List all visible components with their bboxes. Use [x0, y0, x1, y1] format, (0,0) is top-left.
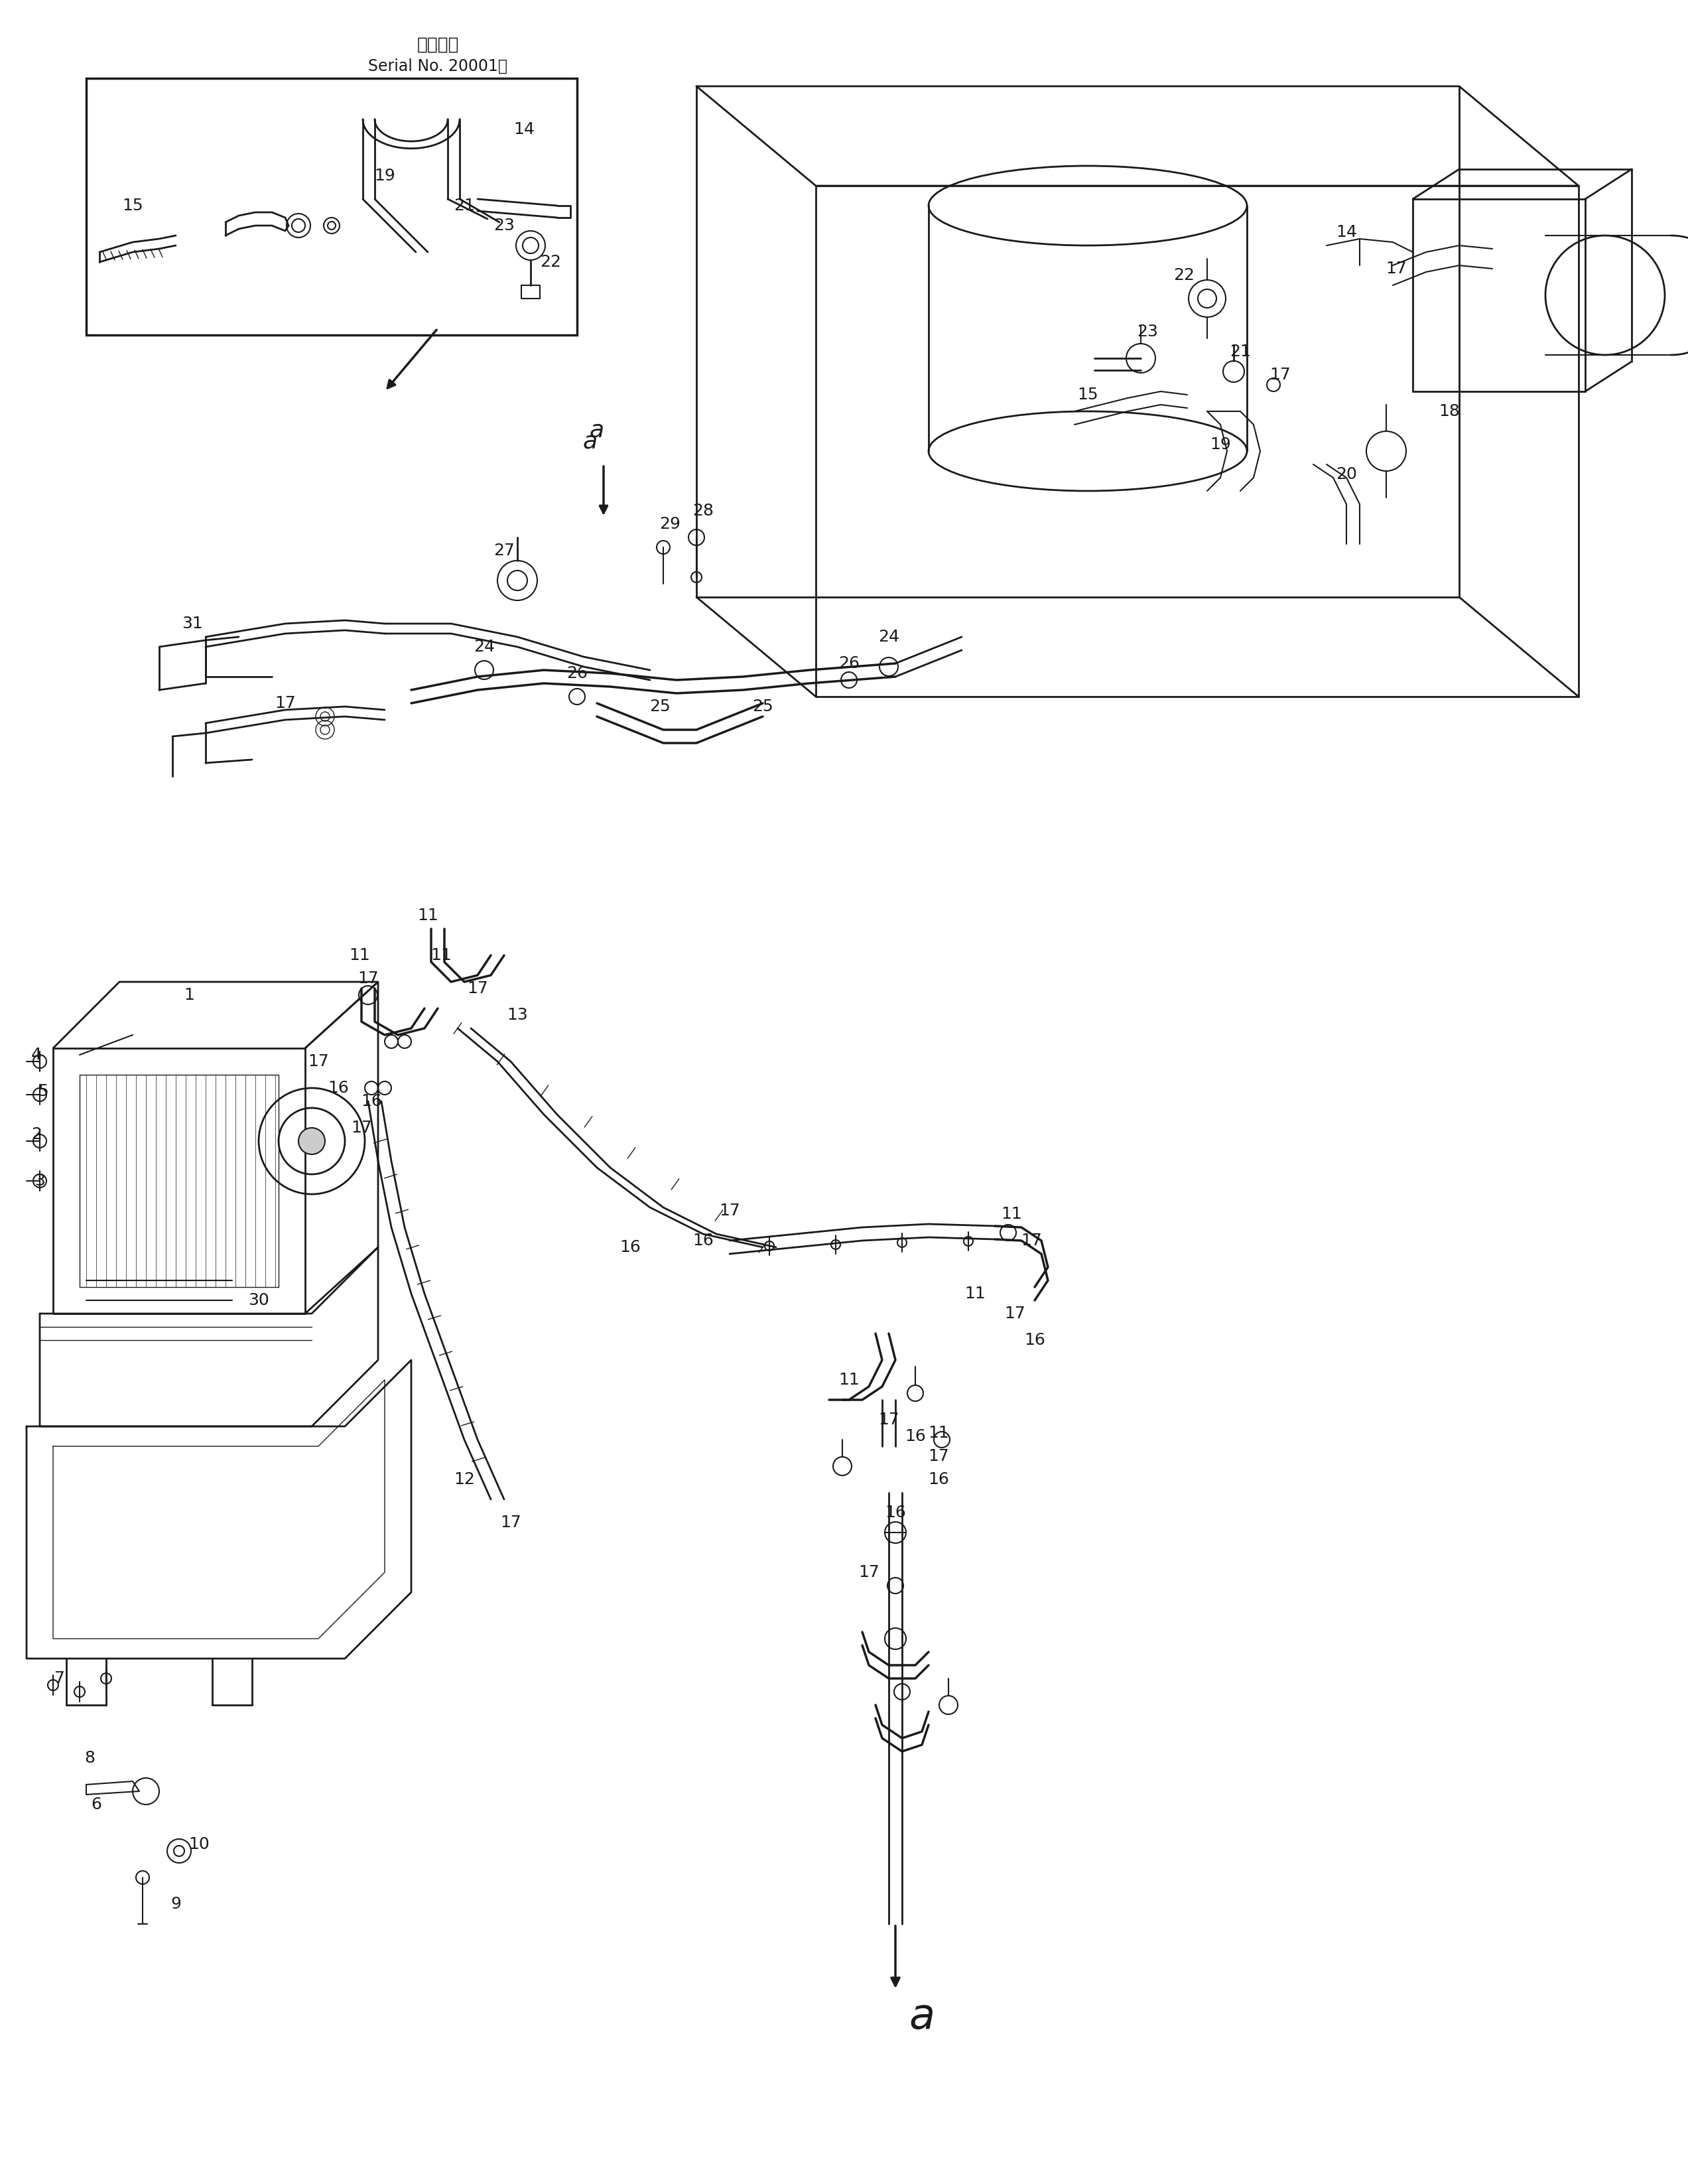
- Text: 10: 10: [189, 1837, 209, 1852]
- Text: 12: 12: [454, 1472, 474, 1487]
- Text: 20: 20: [1335, 467, 1357, 483]
- Text: 15: 15: [122, 199, 143, 214]
- Text: 13: 13: [506, 1007, 528, 1022]
- Text: 11: 11: [1001, 1206, 1021, 1223]
- Text: 21: 21: [454, 199, 474, 214]
- Text: 17: 17: [858, 1564, 879, 1581]
- Text: 29: 29: [660, 515, 680, 533]
- Text: a: a: [582, 430, 598, 452]
- Text: 16: 16: [619, 1238, 641, 1256]
- Text: 1: 1: [184, 987, 194, 1002]
- Text: 28: 28: [692, 502, 714, 520]
- Text: 6: 6: [91, 1797, 101, 1813]
- Text: a: a: [589, 419, 604, 441]
- Text: 19: 19: [375, 168, 395, 183]
- Text: 11: 11: [430, 948, 452, 963]
- Text: 26: 26: [839, 655, 859, 670]
- Text: 22: 22: [540, 253, 560, 271]
- Text: 17: 17: [1269, 367, 1291, 382]
- Text: 11: 11: [928, 1424, 949, 1441]
- Text: 16: 16: [361, 1094, 381, 1109]
- Text: Serial No. 20001－: Serial No. 20001－: [368, 59, 508, 74]
- Text: 16: 16: [928, 1472, 949, 1487]
- Text: 11: 11: [964, 1286, 986, 1302]
- Text: 23: 23: [1138, 323, 1158, 341]
- Text: 31: 31: [182, 616, 203, 631]
- Text: 17: 17: [719, 1203, 739, 1219]
- Text: 3: 3: [34, 1173, 46, 1188]
- Text: 16: 16: [327, 1081, 349, 1096]
- Text: a: a: [908, 1996, 935, 2038]
- Text: 25: 25: [753, 699, 773, 714]
- Text: 17: 17: [307, 1053, 329, 1070]
- Text: 24: 24: [878, 629, 900, 644]
- Text: 30: 30: [248, 1293, 268, 1308]
- Text: 8: 8: [84, 1749, 95, 1767]
- Text: 16: 16: [1025, 1332, 1045, 1348]
- Text: 25: 25: [650, 699, 670, 714]
- Text: 16: 16: [692, 1232, 714, 1249]
- Text: 11: 11: [417, 909, 439, 924]
- Text: 17: 17: [275, 695, 295, 712]
- Text: 19: 19: [1210, 437, 1231, 452]
- Text: 17: 17: [1021, 1232, 1041, 1249]
- Text: 27: 27: [493, 542, 515, 559]
- Circle shape: [299, 1127, 326, 1155]
- Text: 17: 17: [358, 970, 378, 987]
- Text: 17: 17: [928, 1448, 949, 1463]
- Text: 17: 17: [500, 1514, 522, 1531]
- Text: 14: 14: [1335, 225, 1357, 240]
- Bar: [86, 79, 577, 334]
- Text: 17: 17: [1004, 1306, 1025, 1321]
- Text: 17: 17: [468, 981, 488, 996]
- Text: 7: 7: [54, 1671, 64, 1686]
- Text: 24: 24: [474, 640, 495, 655]
- Text: 16: 16: [905, 1428, 927, 1444]
- Text: 16: 16: [885, 1505, 906, 1520]
- Text: 22: 22: [1173, 266, 1195, 284]
- Text: 適用号機: 適用号機: [417, 37, 459, 55]
- Text: 15: 15: [1077, 387, 1099, 402]
- Text: 2: 2: [30, 1127, 42, 1142]
- Text: 11: 11: [839, 1372, 859, 1387]
- Text: 18: 18: [1438, 404, 1460, 419]
- Text: 26: 26: [567, 666, 587, 681]
- Text: 17: 17: [351, 1120, 371, 1136]
- Text: 23: 23: [493, 218, 515, 234]
- Text: 5: 5: [37, 1083, 49, 1099]
- Text: 17: 17: [878, 1411, 900, 1428]
- Text: 4: 4: [30, 1046, 42, 1064]
- Text: 14: 14: [513, 122, 535, 138]
- Text: 9: 9: [170, 1896, 181, 1911]
- Text: 21: 21: [1231, 343, 1251, 360]
- Text: 11: 11: [349, 948, 370, 963]
- Text: 17: 17: [1386, 260, 1406, 277]
